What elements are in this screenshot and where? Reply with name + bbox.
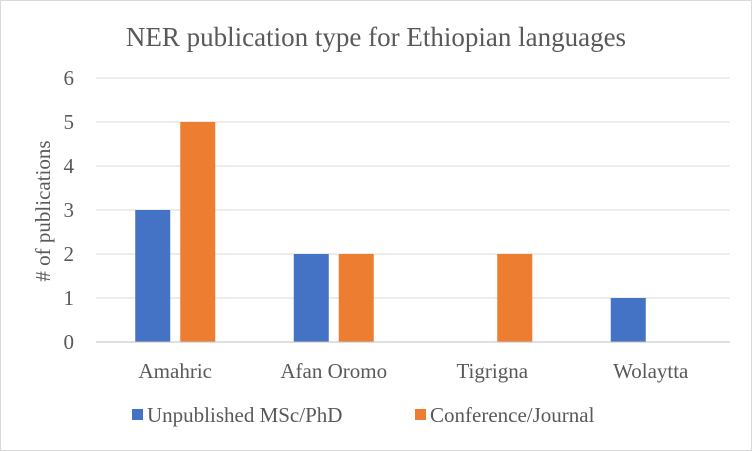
x-axis-categories: Amahric Afan Oromo Tigrigna Wolaytta [139,359,690,383]
bar-afan-oromo-series-0 [293,254,329,342]
y-tick-label: 1 [64,286,75,310]
bar-tigrigna-series-1 [497,254,533,342]
chart-title: NER publication type for Ethiopian langu… [126,22,626,52]
y-axis-label: # of publications [31,140,55,281]
bar-amahric-series-0 [135,210,171,342]
y-tick-label: 5 [64,110,75,134]
bars [135,122,646,342]
bar-amahric-series-1 [180,122,216,342]
x-category-label: Wolaytta [613,359,689,383]
legend: Unpublished MSc/PhD Conference/Journal [132,403,595,427]
legend-label: Unpublished MSc/PhD [147,403,342,427]
x-category-label: Tigrigna [456,359,528,383]
y-tick-label: 6 [64,66,75,90]
bar-wolaytta-series-0 [610,298,646,342]
y-tick-label: 2 [64,242,75,266]
x-category-label: Amahric [139,359,212,383]
y-axis-ticks: 0 1 2 3 4 5 6 [64,66,75,354]
legend-swatch [415,409,426,420]
y-tick-label: 3 [64,198,75,222]
legend-label: Conference/Journal [430,403,595,427]
x-category-label: Afan Oromo [280,359,387,383]
y-tick-label: 0 [64,330,75,354]
legend-swatch [132,409,143,420]
bar-afan-oromo-series-1 [338,254,374,342]
y-tick-label: 4 [64,154,75,178]
